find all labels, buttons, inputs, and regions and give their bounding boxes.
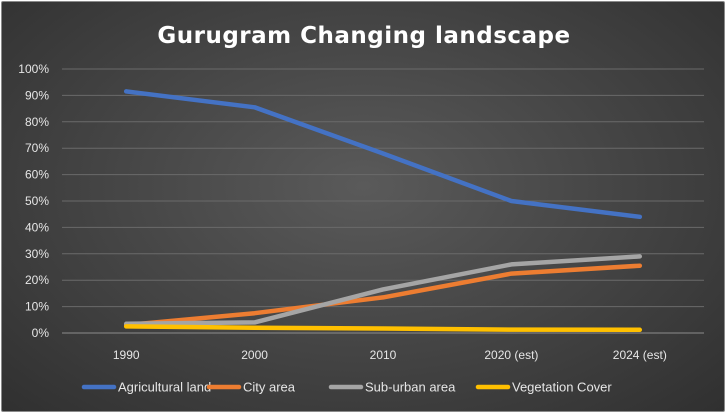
x-tick-label: 2024 (est) bbox=[613, 348, 667, 362]
y-tick-label: 40% bbox=[25, 220, 49, 234]
y-tick-label: 10% bbox=[25, 300, 49, 314]
x-axis-ticks: 1990 2000 2010 2020 (est) 2024 (est) bbox=[113, 348, 667, 362]
y-tick-label: 70% bbox=[25, 141, 49, 155]
y-tick-label: 80% bbox=[25, 115, 49, 129]
legend-label: City area bbox=[243, 380, 296, 395]
x-tick-label: 1990 bbox=[113, 348, 140, 362]
legend: Agricultural land City area Sub-urban area… bbox=[81, 380, 612, 395]
legend-label: Agricultural land bbox=[118, 380, 211, 395]
series-line-agricultural-land bbox=[123, 89, 643, 220]
y-tick-label: 100% bbox=[18, 62, 49, 76]
x-tick-label: 2020 (est) bbox=[484, 348, 538, 362]
gridlines bbox=[62, 68, 704, 334]
series-line-city-area bbox=[123, 263, 643, 328]
x-tick-label: 2010 bbox=[370, 348, 397, 362]
legend-label: Sub-urban area bbox=[365, 380, 456, 395]
y-tick-label: 50% bbox=[25, 194, 49, 208]
y-tick-label: 30% bbox=[25, 247, 49, 261]
y-tick-label: 20% bbox=[25, 273, 49, 287]
x-tick-label: 2000 bbox=[241, 348, 268, 362]
legend-label: Vegetation Cover bbox=[512, 380, 612, 395]
y-tick-label: 90% bbox=[25, 88, 49, 102]
series-lines bbox=[123, 89, 643, 333]
series-line-sub-urban-area bbox=[123, 254, 643, 327]
y-axis-ticks: 0% 10% 20% 30% 40% 50% 60% 70% 80% 90% 100% bbox=[18, 62, 49, 340]
series-line-vegetation-cover bbox=[123, 324, 643, 333]
y-tick-label: 60% bbox=[25, 168, 49, 182]
chart-title: Gurugram Changing landscape bbox=[157, 23, 570, 49]
y-tick-label: 0% bbox=[32, 326, 50, 340]
